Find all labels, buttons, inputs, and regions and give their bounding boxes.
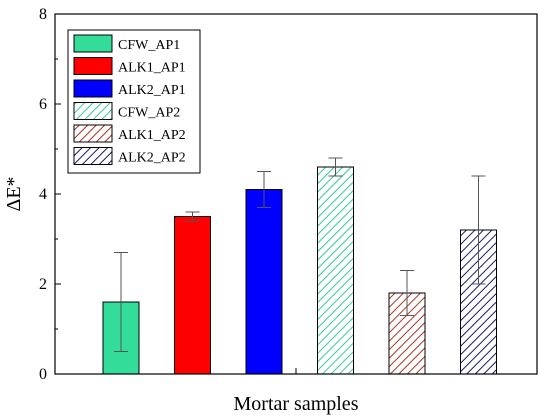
legend-label-alk1-ap1: ALK1_AP1 — [118, 61, 186, 76]
bars-layer — [102, 166, 497, 375]
y-tick-label: 8 — [39, 6, 47, 23]
y-tick-label: 6 — [39, 96, 47, 113]
y-tick-label: 4 — [39, 186, 47, 203]
error-bar-alk1-ap2 — [400, 270, 414, 316]
x-axis-title: Mortar samples — [234, 393, 359, 415]
legend-label-alk2-ap2: ALK2_AP2 — [118, 151, 186, 166]
y-axis-title: ΔE* — [3, 176, 25, 211]
error-bar-alk2-ap2 — [471, 175, 486, 285]
legend-swatch-cfw-ap1 — [73, 34, 113, 53]
bar-alk2-ap1 — [245, 189, 283, 375]
y-tick-label: 0 — [39, 366, 47, 383]
legend-label-alk2-ap1: ALK2_AP1 — [118, 83, 186, 98]
axis-ticks: 0 2 4 6 8 — [39, 6, 297, 383]
error-bar-cfw-ap2 — [328, 157, 343, 177]
legend: CFW_AP1 ALK1_AP1 ALK2_AP1 CFW_AP2 ALK1_AP2 AL… — [67, 29, 201, 174]
error-bar-cfw-ap1 — [114, 252, 128, 352]
legend-label-cfw-ap2: CFW_AP2 — [118, 106, 180, 121]
legend-swatch-cfw-ap2 — [73, 102, 113, 120]
error-bars-layer — [114, 157, 486, 352]
legend-swatch-alk2-ap1 — [73, 79, 113, 98]
legend-label-alk1-ap2: ALK1_AP2 — [118, 128, 186, 143]
legend-swatch-alk1-ap1 — [73, 57, 113, 75]
legend-label-cfw-ap1: CFW_AP1 — [118, 38, 180, 53]
legend-swatch-alk1-ap2 — [73, 124, 113, 143]
error-bar-alk1-ap1 — [185, 211, 200, 222]
error-bar-alk2-ap1 — [257, 171, 271, 208]
y-tick-label: 2 — [39, 276, 47, 293]
legend-swatch-alk2-ap2 — [73, 147, 113, 165]
bar-alk1-ap1 — [174, 216, 211, 375]
bar-cfw-ap2 — [317, 166, 354, 375]
